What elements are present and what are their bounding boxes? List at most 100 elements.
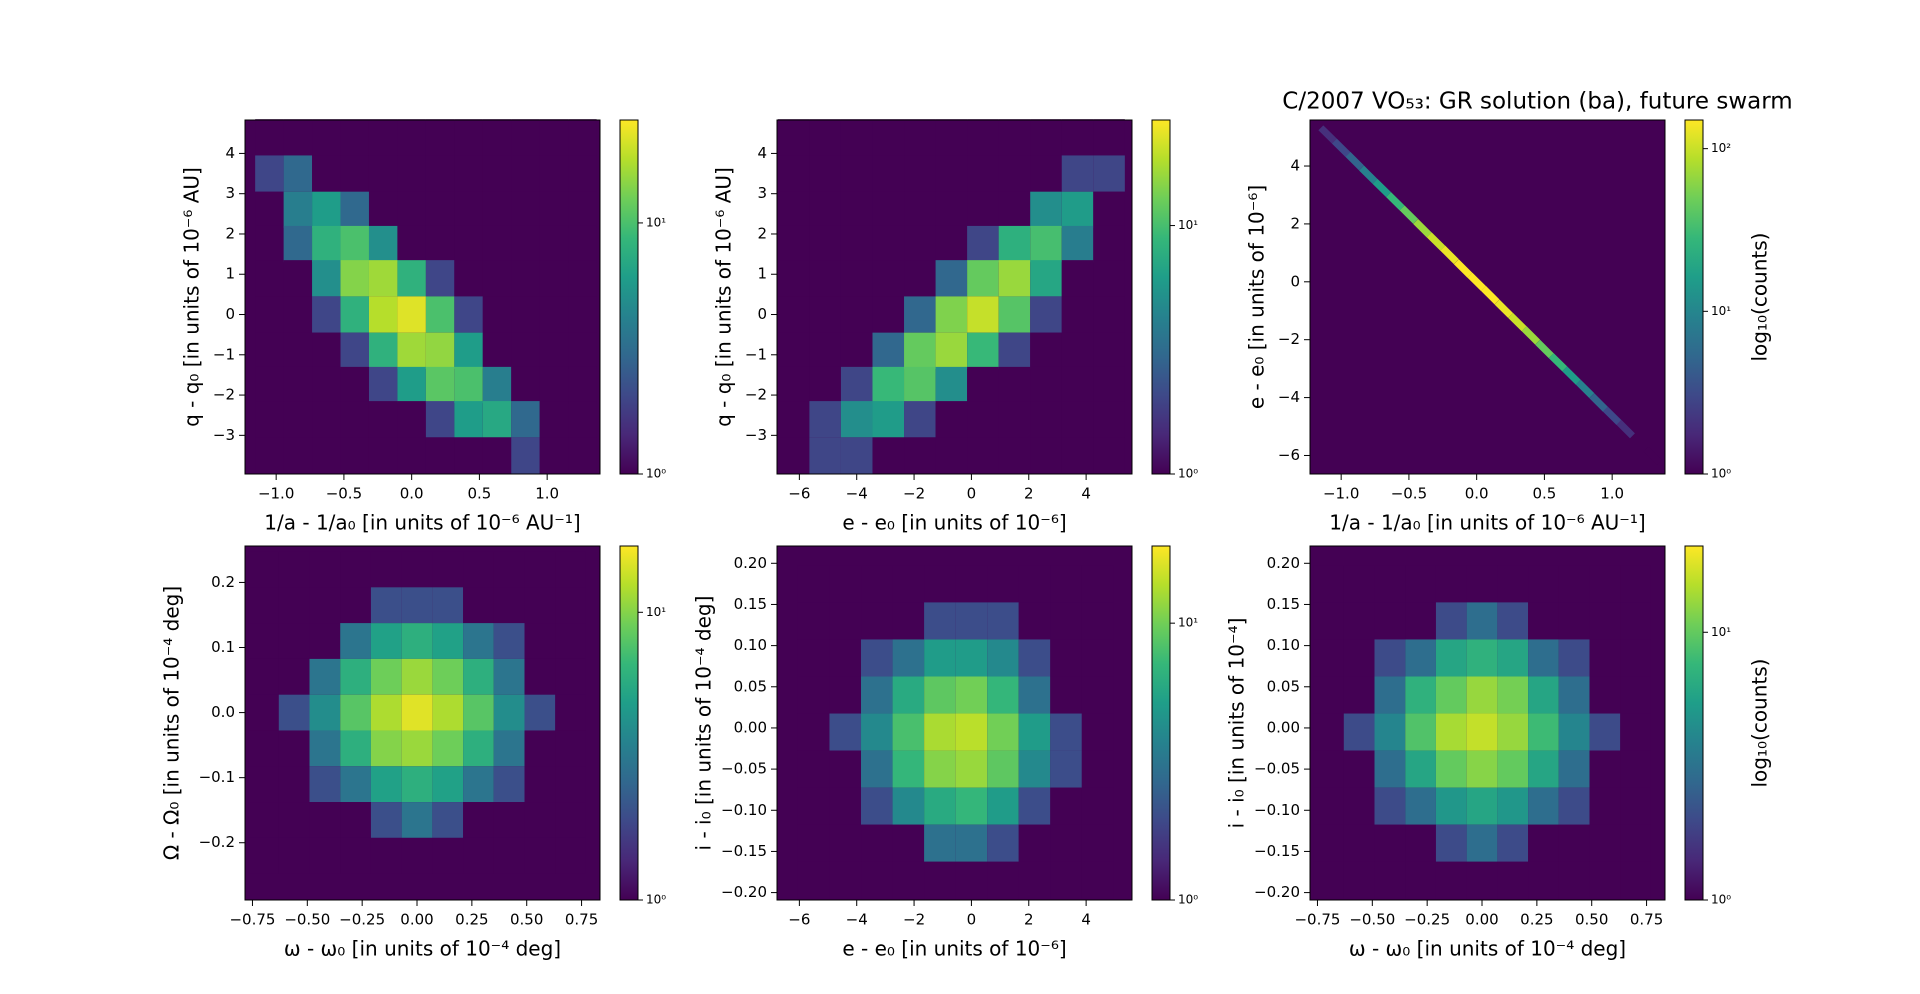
hex-cell <box>283 191 313 228</box>
hex-cell <box>397 437 426 474</box>
hex-cell <box>1030 401 1062 438</box>
hex-cell <box>1497 713 1529 751</box>
x-tick-label: 1.0 <box>1600 485 1624 503</box>
x-tick-label: −6 <box>788 911 810 929</box>
hex-cell <box>892 713 925 751</box>
hex-cell <box>1440 245 1459 265</box>
hex-cell <box>283 437 313 474</box>
hex-cell <box>998 155 1031 192</box>
hex-cell <box>278 623 310 659</box>
hex-cell <box>1374 861 1406 899</box>
hex-cell <box>432 837 464 874</box>
y-tick-label: −3 <box>213 426 235 444</box>
hex-cell <box>1405 787 1436 825</box>
hex-cell <box>892 861 925 899</box>
hex-cell <box>370 694 402 731</box>
hex-cell <box>1558 565 1590 603</box>
hex-cell <box>955 676 988 714</box>
hex-cell <box>955 824 988 862</box>
colorbar-tick-label: 10⁰ <box>1178 467 1198 481</box>
hex-cell <box>1313 639 1344 677</box>
hex-cell <box>1374 639 1406 677</box>
hex-cell <box>1030 155 1062 192</box>
hex-cell <box>432 694 464 731</box>
hex-cell <box>340 623 371 659</box>
plot-frame <box>244 545 601 901</box>
hex-cell <box>1466 824 1498 862</box>
colorbar-label: log₁₀(counts) <box>1748 233 1772 362</box>
hex-cell <box>524 623 556 659</box>
hex-cell <box>1018 602 1051 640</box>
hex-cell <box>397 366 426 404</box>
hex-cell <box>1528 750 1559 788</box>
hex-cell <box>1405 824 1436 862</box>
hex-cell <box>1405 750 1436 788</box>
hex-cell <box>797 639 830 677</box>
hex-cell <box>312 296 341 333</box>
y-tick-label: 0.20 <box>1267 554 1300 572</box>
hex-cell <box>1313 602 1344 640</box>
hex-cell <box>1535 339 1554 359</box>
x-tick-label: 0.25 <box>455 911 488 929</box>
x-tick-label: 0.00 <box>400 911 433 929</box>
y-tick-label: −0.2 <box>199 833 235 851</box>
hex-cell <box>539 437 569 474</box>
hex-cell <box>777 437 810 474</box>
hex-cell <box>248 551 279 588</box>
hex-cell <box>493 587 525 624</box>
hex-cell <box>340 837 371 874</box>
hex-cell <box>892 824 925 862</box>
hex-cell <box>555 802 586 838</box>
y-tick-label: 0.10 <box>734 636 767 654</box>
x-axis-label: ω - ω₀ [in units of 10⁻⁴ deg] <box>284 937 561 961</box>
hex-cell <box>1018 750 1051 788</box>
y-tick-label: 0.15 <box>1267 595 1300 613</box>
y-tick-label: 3 <box>225 184 235 202</box>
hex-cell <box>568 366 597 404</box>
hex-cell <box>454 401 483 438</box>
hex-cell <box>425 332 455 369</box>
y-tick-label: −0.1 <box>199 768 235 786</box>
hex-cell <box>340 766 371 803</box>
colorbar <box>619 119 639 475</box>
hex-cell <box>1497 750 1529 788</box>
hex-cell <box>1620 713 1651 751</box>
hex-cell <box>1093 155 1125 192</box>
hex-cell <box>809 155 841 192</box>
y-tick-label: 0 <box>225 305 235 323</box>
hex-cell <box>1480 285 1500 305</box>
hex-cell <box>955 787 988 825</box>
hex-cell <box>555 587 586 624</box>
hex-cell <box>1558 602 1590 640</box>
hex-cell <box>340 694 371 731</box>
hex-cell <box>283 332 313 369</box>
hex-cell <box>482 155 512 192</box>
hex-cell <box>432 551 464 588</box>
hex-cell <box>904 191 936 228</box>
x-axis-label: e - e₀ [in units of 10⁻⁶] <box>842 511 1066 535</box>
hex-cell <box>482 119 512 156</box>
hex-cell <box>401 766 433 803</box>
y-tick-label: 0.10 <box>1267 636 1300 654</box>
y-tick-label: −2 <box>1278 330 1300 348</box>
hex-cell <box>967 119 999 156</box>
hex-cell <box>809 119 841 156</box>
hex-cell <box>278 694 310 731</box>
y-tick-label: −2 <box>745 386 767 404</box>
hex-cell <box>1313 713 1344 751</box>
hex-cell <box>340 730 371 767</box>
hex-cell <box>309 658 341 695</box>
hex-cell <box>340 551 371 588</box>
hex-cell <box>425 401 455 438</box>
hex-cell <box>904 119 936 156</box>
hex-cell <box>1093 437 1125 474</box>
hex-cell <box>1620 639 1651 677</box>
hex-cell <box>1528 861 1559 899</box>
hex-cell <box>904 332 936 369</box>
hex-cell <box>1508 312 1527 332</box>
hex-cell <box>425 366 455 404</box>
colorbar <box>1684 119 1704 475</box>
hex-cell <box>892 639 925 677</box>
hex-cell <box>454 332 483 369</box>
hex-cell <box>493 837 525 874</box>
